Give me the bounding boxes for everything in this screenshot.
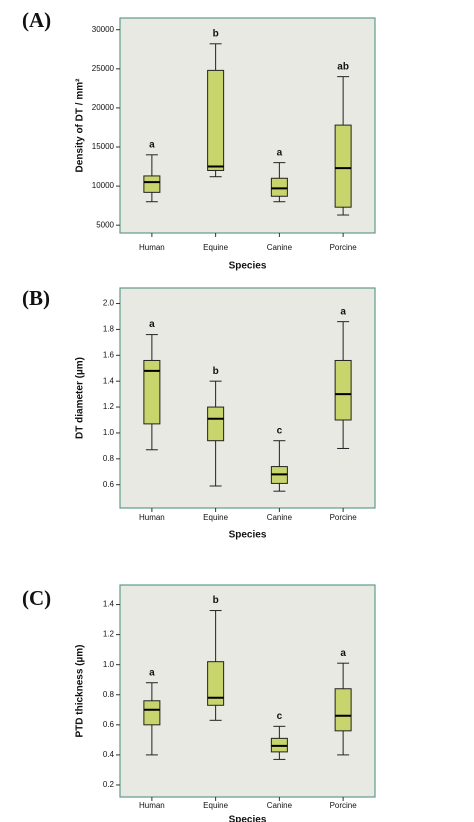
y-tick-label: 0.8 — [103, 454, 115, 463]
x-tick-label: Equine — [203, 513, 228, 522]
x-axis-label: Species — [229, 261, 267, 272]
box — [143, 175, 161, 193]
y-tick-label: 20000 — [92, 103, 115, 112]
x-tick-label: Human — [139, 243, 165, 252]
x-tick-label: Porcine — [330, 243, 358, 252]
x-tick-label: Canine — [267, 801, 293, 810]
panel-title: (A) — [22, 8, 51, 32]
x-tick-label: Human — [139, 801, 165, 810]
x-axis-label: Species — [229, 815, 267, 822]
significance-letter: a — [149, 319, 155, 330]
box — [334, 359, 352, 421]
box — [334, 688, 352, 732]
x-axis-label: Species — [229, 530, 267, 541]
box — [207, 406, 225, 442]
box — [143, 359, 161, 425]
box — [207, 69, 225, 171]
y-tick-label: 10000 — [92, 181, 115, 190]
y-tick-label: 25000 — [92, 64, 115, 73]
x-tick-label: Human — [139, 513, 165, 522]
x-tick-label: Canine — [267, 243, 293, 252]
significance-letter: c — [277, 425, 283, 436]
y-axis-label: DT diameter (µm) — [75, 357, 86, 439]
y-tick-label: 30000 — [92, 25, 115, 34]
x-tick-label: Porcine — [330, 513, 358, 522]
y-tick-label: 1.6 — [103, 350, 115, 359]
plot-area — [119, 17, 376, 234]
y-tick-label: 2.0 — [103, 299, 115, 308]
y-tick-label: 0.8 — [103, 690, 115, 699]
box — [334, 124, 352, 208]
x-tick-label: Equine — [203, 243, 228, 252]
significance-letter: a — [340, 648, 346, 659]
y-tick-label: 1.2 — [103, 630, 115, 639]
y-tick-label: 1.4 — [103, 600, 115, 609]
plot-area — [119, 287, 376, 509]
significance-letter: a — [149, 139, 155, 150]
x-tick-label: Equine — [203, 801, 228, 810]
significance-letter: c — [277, 711, 283, 722]
significance-letter: b — [213, 366, 219, 377]
x-tick-label: Porcine — [330, 801, 358, 810]
y-tick-label: 1.0 — [103, 660, 115, 669]
y-tick-label: 1.8 — [103, 325, 115, 334]
y-axis-label: Density of DT / mm² — [75, 78, 86, 173]
y-tick-label: 0.4 — [103, 750, 115, 759]
significance-letter: b — [213, 28, 219, 39]
y-tick-label: 1.2 — [103, 402, 115, 411]
significance-letter: b — [213, 595, 219, 606]
y-tick-label: 0.2 — [103, 780, 115, 789]
box — [207, 661, 225, 706]
panel-title: (B) — [22, 286, 50, 310]
y-tick-label: 5000 — [96, 220, 114, 229]
significance-letter: a — [277, 147, 283, 158]
significance-letter: a — [149, 667, 155, 678]
x-tick-label: Canine — [267, 513, 293, 522]
y-tick-label: 1.4 — [103, 376, 115, 385]
significance-letter: a — [340, 306, 346, 317]
y-axis-label: PTD thickness (µm) — [75, 644, 86, 737]
box — [270, 177, 288, 197]
significance-letter: ab — [337, 61, 349, 72]
y-tick-label: 1.0 — [103, 428, 115, 437]
y-tick-label: 0.6 — [103, 720, 115, 729]
y-tick-label: 0.6 — [103, 480, 115, 489]
plot-area — [119, 584, 376, 798]
box — [143, 700, 161, 726]
panel-title: (C) — [22, 586, 51, 610]
y-tick-label: 15000 — [92, 142, 115, 151]
